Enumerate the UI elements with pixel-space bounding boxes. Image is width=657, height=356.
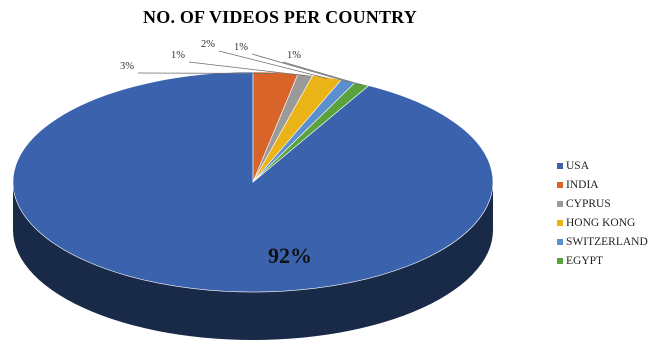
legend-item-india: INDIA (557, 175, 648, 194)
leader-line-cyprus (188, 61, 306, 77)
legend-swatch (557, 181, 563, 188)
legend-swatch (557, 238, 563, 245)
legend-label: SWITZERLAND (566, 235, 648, 248)
pie-slice-usa (12, 71, 494, 293)
leader-line-switzerland (251, 53, 349, 83)
leader-line-egypt (282, 61, 363, 86)
pie-slice-egypt (252, 82, 370, 183)
slice-side-usa (13, 182, 493, 340)
chart-legend: USA INDIA CYPRUS HONG KONG SWITZERLAND EGYPT (557, 156, 648, 270)
chart-title: NO. OF VIDEOS PER COUNTRY (143, 7, 417, 27)
legend-item-egypt: EGYPT (557, 251, 648, 270)
data-label-egypt: 1% (287, 50, 301, 61)
data-label-hong-kong: 2% (201, 39, 215, 50)
data-label-india: 3% (120, 61, 134, 72)
legend-label: USA (566, 159, 590, 172)
data-label-switzerland: 1% (234, 42, 248, 53)
leader-line-hong-kong (218, 50, 328, 79)
legend-item-cyprus: CYPRUS (557, 194, 648, 213)
legend-label: INDIA (566, 178, 599, 191)
legend-label: CYPRUS (566, 197, 611, 210)
legend-swatch (557, 219, 563, 226)
legend-label: EGYPT (566, 254, 604, 267)
legend-swatch (557, 257, 563, 264)
legend-item-switzerland: SWITZERLAND (557, 232, 648, 251)
legend-swatch (557, 162, 563, 169)
data-label-cyprus: 1% (171, 50, 185, 61)
legend-swatch (557, 200, 563, 207)
legend-item-hong-kong: HONG KONG (557, 213, 648, 232)
legend-label: HONG KONG (566, 216, 636, 229)
data-label-usa: 92% (268, 243, 312, 268)
legend-item-usa: USA (557, 156, 648, 175)
